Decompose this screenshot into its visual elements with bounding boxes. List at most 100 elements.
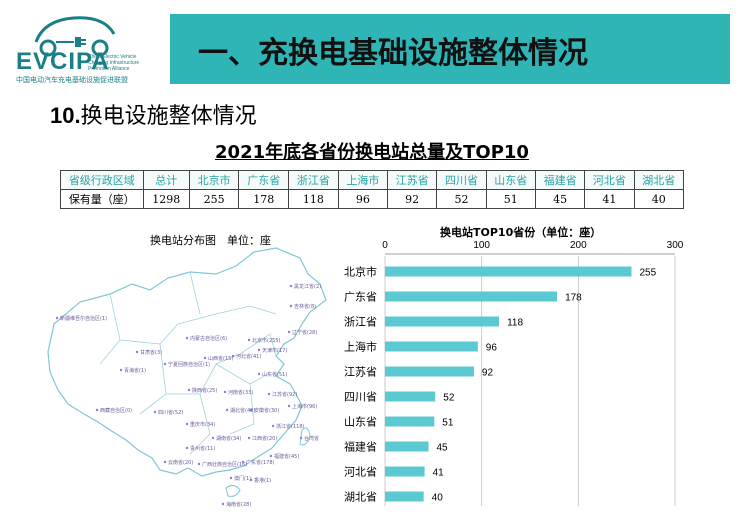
table-cell: 40	[633, 189, 685, 209]
map-label: 澳门(1)	[234, 475, 251, 482]
map-label: 甘肃省(3)	[140, 349, 162, 356]
table-header-row: 省级行政区域 总计 北京市 广东省 浙江省 上海市 江苏省 四川省 山东省 福建省 河北省 湖北省	[60, 170, 685, 190]
province-table: 省级行政区域 总计 北京市 广东省 浙江省 上海市 江苏省 四川省 山东省 福建省 河北省 湖北省 保…	[60, 170, 685, 209]
map-label: 广西壮族自治区(16)	[202, 461, 247, 468]
map-label: 吉林省(8)	[294, 303, 316, 310]
map-label: 台湾省	[304, 435, 319, 442]
bar-data-label: 118	[507, 318, 523, 329]
map-label: 安徽省(30)	[254, 407, 279, 414]
bar-data-label: 92	[482, 368, 494, 379]
table-row: 保有量（座） 1298 255 178 118 96 92 52 51 45 41 40	[60, 189, 685, 209]
bar	[385, 491, 424, 502]
y-category-label: 上海市	[344, 340, 377, 354]
map-label: 湖南省(34)	[216, 435, 241, 442]
map-marker	[153, 410, 157, 414]
x-tick-label: 300	[667, 240, 684, 251]
table-title: 2021年底各省份换电站总量及TOP10	[0, 138, 744, 164]
map-marker	[257, 348, 261, 352]
map-marker	[163, 362, 167, 366]
table-cell: 118	[288, 189, 339, 209]
section-subtitle: 10.换电设施整体情况	[50, 98, 257, 130]
y-category-label: 福建省	[344, 440, 377, 454]
map-marker	[225, 408, 229, 412]
map-marker	[289, 284, 293, 288]
table-header-cell: 四川省	[436, 170, 487, 190]
map-marker	[287, 330, 291, 334]
map-label: 新疆维吾尔自治区(1)	[60, 315, 107, 322]
china-map: 新疆维吾尔自治区(1) 西藏自治区(0) 青海省(1) 甘肃省(3) 内蒙古自治区(6)…	[47, 247, 327, 508]
table-header-cell: 总计	[142, 170, 190, 190]
table-cell: 52	[436, 189, 487, 209]
map-marker	[119, 368, 123, 372]
table-header-cell: 福建省	[534, 170, 586, 190]
y-category-label: 河北省	[344, 466, 377, 479]
table-header-cell: 湖北省	[633, 170, 685, 190]
bar-data-label: 178	[565, 293, 582, 304]
bar	[385, 316, 500, 327]
map-label: 云南省(20)	[168, 459, 193, 466]
map-marker	[197, 462, 201, 466]
table-cell: 1298	[142, 189, 190, 209]
map-marker	[299, 436, 303, 440]
bar	[385, 291, 558, 302]
x-tick-label: 200	[570, 240, 587, 251]
table-cell: 178	[238, 189, 290, 209]
map-marker	[187, 388, 191, 392]
map-label: 福建省(45)	[274, 453, 299, 460]
map-marker	[289, 304, 293, 308]
table-cell: 保有量（座）	[60, 189, 144, 209]
y-category-label: 浙江省	[344, 316, 377, 329]
map-label: 西藏自治区(0)	[100, 407, 132, 414]
map-label: 河南省(33)	[228, 389, 253, 396]
section-title: 换电设施整体情况	[80, 104, 257, 129]
y-category-label: 湖北省	[344, 491, 377, 504]
y-category-label: 山东省	[344, 416, 377, 429]
table-cell: 255	[188, 189, 240, 209]
map-marker	[241, 460, 245, 464]
province-borders	[99, 271, 277, 455]
map-label: 山西省(15)	[208, 355, 233, 362]
china-outline	[47, 247, 327, 477]
y-category-label: 北京市	[344, 265, 377, 279]
chart-title: 换电站TOP10省份（单位：座）	[440, 226, 602, 239]
map-marker	[257, 372, 261, 376]
map-label: 江苏省(92)	[272, 391, 297, 398]
map-marker	[229, 476, 233, 480]
bar-data-label: 255	[640, 268, 657, 279]
logo-english-name: China Electric Vehicle Charging Infrastr…	[88, 54, 140, 72]
bar	[385, 441, 429, 452]
map-label: 黑龙江省(2)	[294, 283, 321, 290]
bar-data-label: 45	[437, 443, 449, 454]
map-marker	[247, 436, 251, 440]
map-label: 北京市(255)	[252, 337, 280, 344]
bar-data-label: 96	[486, 343, 498, 354]
map-label: 上海市(96)	[292, 403, 317, 410]
map-marker	[211, 436, 215, 440]
bar-data-label: 41	[433, 468, 445, 479]
table-cell: 92	[387, 189, 438, 209]
bar-data-label: 52	[443, 393, 455, 404]
map-marker	[55, 316, 59, 320]
section-number: 10.	[50, 103, 81, 128]
map-label: 天津市(17)	[262, 347, 287, 354]
map-label: 海南省(28)	[226, 501, 251, 508]
table-header-cell: 北京市	[188, 170, 240, 190]
y-category-label: 广东省	[344, 291, 377, 304]
table-header-cell: 省级行政区域	[60, 170, 144, 190]
table-header-cell: 江苏省	[387, 170, 438, 190]
map-label: 山东省(51)	[262, 371, 287, 378]
car-plug-icon	[34, 16, 116, 57]
logo-text: EVCIPA	[16, 48, 110, 75]
y-category-label: 四川省	[344, 391, 377, 404]
taiwan-island	[299, 427, 311, 446]
page-title: 一、充换电基础设施整体情况	[198, 36, 588, 71]
map-marker	[271, 424, 275, 428]
table-cell: 96	[337, 189, 389, 209]
map-label: 湖北省(40)	[230, 407, 255, 414]
table-header-cell: 河北省	[584, 170, 635, 190]
map-label: 宁夏回族自治区(1)	[168, 361, 210, 368]
map-marker	[223, 390, 227, 394]
map-label: 浙江省(118)	[276, 423, 304, 430]
map-label: 青海省(1)	[124, 367, 146, 374]
map-marker	[247, 338, 251, 342]
